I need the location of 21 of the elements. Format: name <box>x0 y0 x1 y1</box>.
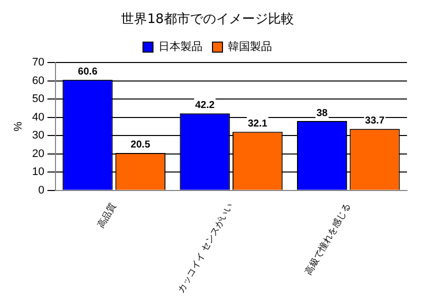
y-tick-label: 10 <box>32 166 44 178</box>
y-tick-label: 70 <box>32 56 44 69</box>
legend-label: 日本製品 <box>158 40 202 53</box>
y-tick-label: 60 <box>32 74 44 87</box>
data-label: 33.7 <box>365 116 385 127</box>
data-label: 20.5 <box>130 140 151 151</box>
y-tick-label: 0 <box>38 184 44 196</box>
x-tick-label: 高級で憧れを感じる <box>303 201 354 277</box>
data-label: 60.6 <box>78 66 98 78</box>
x-tick-label: 高品質 <box>96 201 119 230</box>
legend-label: 韓国製品 <box>228 40 272 53</box>
y-tick-label: 20 <box>32 148 44 160</box>
y-axis-title: % <box>12 121 25 132</box>
data-label: 32.1 <box>248 118 268 130</box>
chart-title: 世界18都市でのイメージ比較 <box>121 12 294 28</box>
data-label: 42.2 <box>195 100 216 112</box>
y-tick-label: 30 <box>32 130 44 142</box>
y-tick-label: 40 <box>32 111 44 124</box>
data-label: 38 <box>316 108 328 119</box>
y-tick-label: 50 <box>32 93 44 106</box>
x-tick-label: カッコイイ センスがいい <box>176 202 236 295</box>
